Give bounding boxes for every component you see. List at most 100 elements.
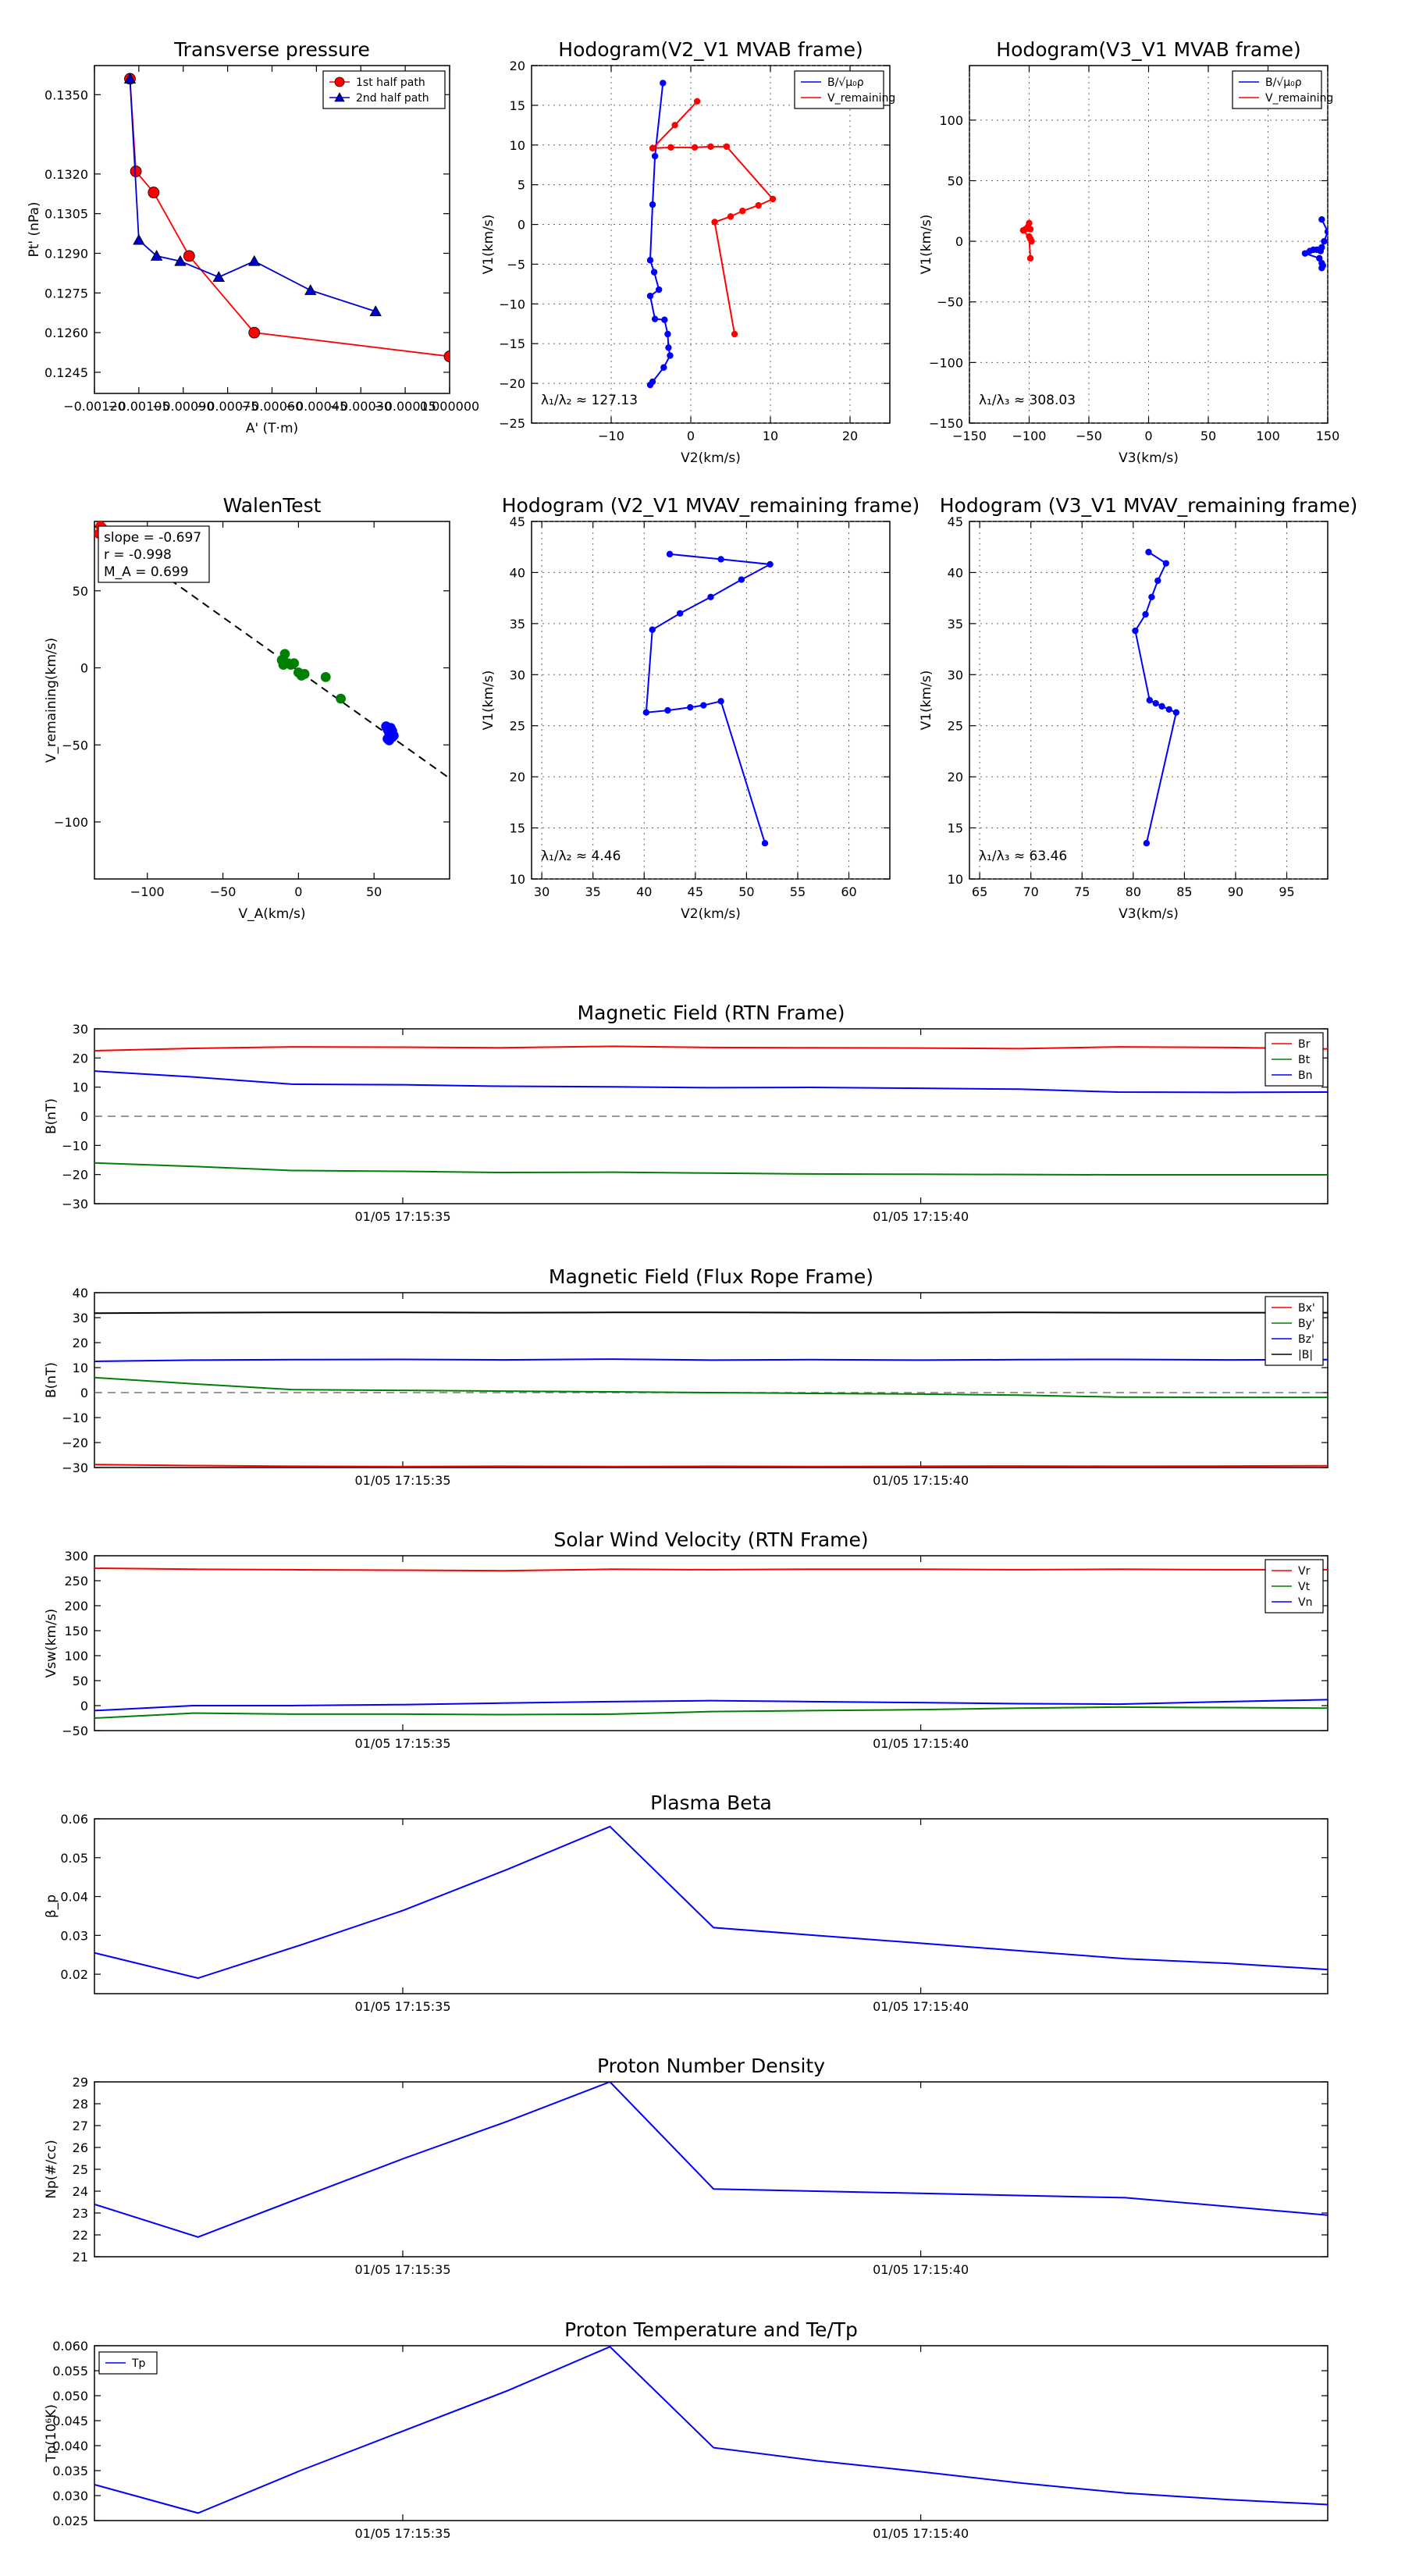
legend-label: Bt bbox=[1298, 1054, 1311, 1066]
chart-h1: −10 0 10 20 −25 −20 −15 −10 −5 0 5 10 15 20 Hodogram(V… bbox=[481, 38, 895, 466]
x-tick-label: −150 bbox=[952, 429, 987, 443]
chart-title: Magnetic Field (RTN Frame) bbox=[578, 1002, 845, 1024]
data-point bbox=[649, 201, 656, 208]
data-point bbox=[693, 98, 701, 105]
eigen-ratio: λ₁/λ₃ ≈ 63.46 bbox=[979, 849, 1067, 864]
legend-box bbox=[98, 2351, 158, 2375]
y-axis-label: Vsw(km/s) bbox=[44, 1609, 59, 1678]
data-point bbox=[1148, 593, 1155, 601]
y-tick-label: 0.03 bbox=[60, 1928, 88, 1943]
y-tick-label: 0.1290 bbox=[44, 246, 88, 261]
y-tick-label: −10 bbox=[62, 1411, 88, 1425]
y-tick-label: 50 bbox=[73, 584, 88, 599]
x-tick-label: −0.00120 bbox=[63, 399, 126, 414]
data-point bbox=[660, 364, 667, 371]
y-axis-label: Tp(10⁶K) bbox=[44, 2404, 59, 2463]
y-tick-label: −50 bbox=[937, 295, 963, 310]
y-tick-label: 0.04 bbox=[60, 1890, 88, 1905]
x-tick-label: 01/05 17:15:40 bbox=[873, 1473, 969, 1488]
series-line bbox=[94, 1045, 1328, 1051]
y-tick-label: 0 bbox=[80, 1109, 88, 1124]
plot-content bbox=[94, 1567, 1328, 1719]
legend-label: B/√μ₀ρ bbox=[1265, 76, 1302, 89]
data-point bbox=[717, 698, 724, 705]
data-point bbox=[727, 213, 735, 220]
data-point bbox=[691, 144, 699, 151]
x-tick-label: 50 bbox=[738, 884, 754, 899]
x-tick-label: 50 bbox=[1200, 429, 1216, 443]
y-axis-label: V1(km/s) bbox=[919, 671, 934, 731]
x-tick-label: −50 bbox=[210, 884, 237, 899]
y-axis-label: V_remaining(km/s) bbox=[44, 638, 59, 763]
data-point bbox=[739, 208, 746, 215]
series-line bbox=[94, 2082, 1328, 2238]
data-point bbox=[707, 143, 714, 151]
data-point bbox=[738, 576, 745, 583]
chart-np: 01/05 17:15:35 01/05 17:15:40 21 22 23 24 25 26… bbox=[44, 2055, 1329, 2277]
chart-bflux: 01/05 17:15:35 01/05 17:15:40 −30 −20 −10 0 10… bbox=[44, 1265, 1329, 1488]
eigen-ratio: λ₁/λ₂ ≈ 127.13 bbox=[541, 393, 638, 408]
y-tick-label: 0.055 bbox=[52, 2364, 88, 2379]
walen-stat: r = -0.998 bbox=[104, 547, 172, 563]
data-point bbox=[700, 702, 707, 709]
data-point bbox=[646, 257, 654, 264]
plot-content bbox=[94, 2082, 1328, 2238]
y-tick-label: −30 bbox=[62, 1197, 88, 1212]
data-point bbox=[369, 305, 382, 317]
y-tick-label: 23 bbox=[73, 2206, 88, 2221]
x-axis-label: V3(km/s) bbox=[1119, 906, 1179, 922]
legend-label: 2nd half path bbox=[356, 92, 429, 105]
data-point bbox=[664, 330, 671, 338]
x-tick-label: 35 bbox=[585, 884, 601, 899]
y-tick-label: 26 bbox=[73, 2140, 88, 2155]
data-point bbox=[723, 143, 731, 151]
y-tick-label: −100 bbox=[929, 355, 963, 370]
data-point bbox=[386, 723, 396, 733]
y-tick-label: 0.05 bbox=[60, 1851, 88, 1866]
data-point bbox=[665, 344, 672, 351]
y-tick-label: 35 bbox=[510, 617, 525, 632]
legend-label: V_remaining bbox=[1265, 92, 1333, 105]
plot-content bbox=[94, 2346, 1328, 2514]
y-tick-label: −30 bbox=[62, 1461, 88, 1475]
data-point bbox=[650, 269, 658, 276]
data-point bbox=[304, 284, 317, 295]
x-tick-label: 55 bbox=[790, 884, 806, 899]
legend-label: Tp bbox=[131, 2357, 146, 2370]
series-line bbox=[94, 1567, 1328, 1572]
plot-area bbox=[94, 521, 450, 880]
y-axis-label: V1(km/s) bbox=[919, 215, 934, 275]
plot-area bbox=[969, 521, 1329, 880]
plot-area bbox=[94, 2345, 1329, 2521]
chart-title: WalenTest bbox=[223, 494, 322, 517]
legend-label: By' bbox=[1298, 1318, 1315, 1330]
data-point bbox=[320, 671, 331, 682]
x-tick-label: 01/05 17:15:40 bbox=[873, 1209, 969, 1224]
data-point bbox=[1132, 627, 1139, 635]
y-tick-label: 25 bbox=[948, 719, 963, 734]
legend-label: Vr bbox=[1298, 1565, 1311, 1578]
legend-label: B/√μ₀ρ bbox=[827, 76, 864, 89]
y-axis-label: V1(km/s) bbox=[481, 671, 496, 731]
chart-title: Magnetic Field (Flux Rope Frame) bbox=[549, 1265, 873, 1288]
x-tick-label: 80 bbox=[1126, 884, 1141, 899]
series-line bbox=[650, 101, 774, 335]
y-tick-label: 0.1245 bbox=[44, 365, 88, 380]
data-point bbox=[671, 122, 678, 129]
y-tick-label: 0.1260 bbox=[44, 326, 88, 340]
data-point bbox=[1318, 215, 1325, 223]
y-tick-label: 40 bbox=[948, 565, 963, 580]
data-point bbox=[1321, 237, 1328, 245]
walen-stat: M_A = 0.699 bbox=[104, 564, 189, 580]
data-point bbox=[382, 733, 393, 744]
y-tick-label: −50 bbox=[62, 738, 88, 753]
y-tick-label: −100 bbox=[54, 815, 88, 830]
y-tick-label: 100 bbox=[939, 113, 963, 128]
x-tick-label: 100 bbox=[1256, 429, 1280, 443]
stats-box bbox=[98, 525, 210, 583]
y-axis-label: Np(#/cc) bbox=[44, 2140, 59, 2198]
data-point bbox=[133, 233, 145, 245]
plot-content bbox=[642, 550, 774, 847]
